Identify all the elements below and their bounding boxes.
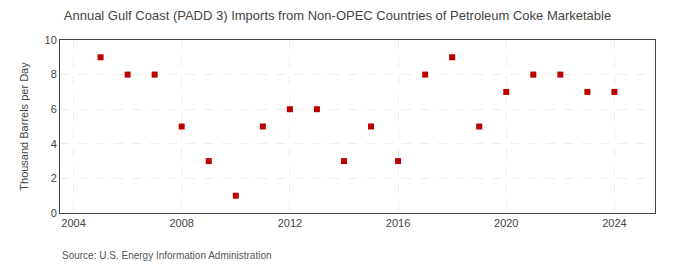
svg-text:6: 6 <box>51 103 57 115</box>
svg-text:0: 0 <box>51 207 57 219</box>
svg-text:2004: 2004 <box>61 217 85 229</box>
svg-text:2016: 2016 <box>386 217 410 229</box>
svg-text:4: 4 <box>51 138 57 150</box>
svg-text:2012: 2012 <box>278 217 302 229</box>
svg-text:Source: U.S. Energy Informatio: Source: U.S. Energy Information Administ… <box>62 250 272 261</box>
svg-text:Annual Gulf Coast (PADD 3) Imp: Annual Gulf Coast (PADD 3) Imports from … <box>64 8 611 23</box>
svg-text:2008: 2008 <box>169 217 193 229</box>
svg-text:Thousand Barrels per Day: Thousand Barrels per Day <box>18 62 30 191</box>
svg-text:2: 2 <box>51 172 57 184</box>
svg-text:2020: 2020 <box>494 217 518 229</box>
svg-text:10: 10 <box>45 34 57 46</box>
svg-text:8: 8 <box>51 68 57 80</box>
svg-text:2024: 2024 <box>602 217 626 229</box>
